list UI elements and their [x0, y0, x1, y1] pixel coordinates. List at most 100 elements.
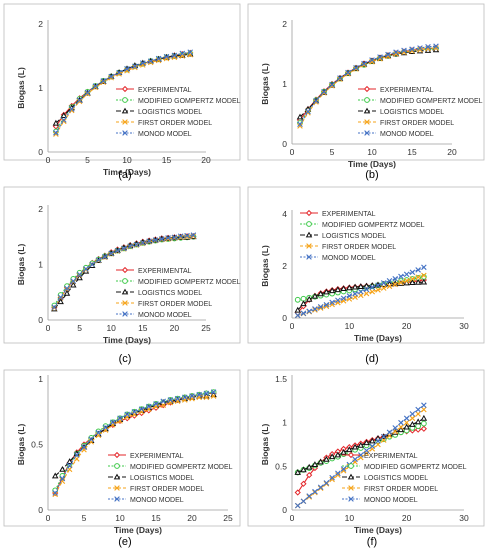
legend-marker	[347, 451, 355, 459]
data-point	[369, 443, 376, 450]
x-tick-label: 5	[85, 155, 90, 165]
x-tick-label: 15	[407, 147, 417, 157]
data-point	[83, 266, 89, 272]
data-point	[340, 448, 347, 455]
data-point	[146, 403, 152, 410]
data-point	[352, 291, 358, 297]
legend-marker	[113, 473, 121, 480]
data-point	[311, 292, 319, 299]
data-point	[76, 271, 83, 278]
x-tick-label: 30	[459, 513, 469, 523]
data-point	[335, 297, 341, 304]
x-tick-label: 5	[330, 147, 335, 157]
data-point	[363, 286, 370, 293]
x-tick-label: 30	[459, 321, 469, 331]
data-point	[358, 452, 364, 458]
panel-label: (a)	[118, 169, 131, 181]
data-point	[61, 117, 67, 123]
data-point	[70, 278, 77, 284]
data-point	[133, 241, 140, 248]
data-point	[353, 65, 359, 71]
x-tick-label: 0	[290, 513, 295, 523]
data-point	[421, 264, 427, 271]
data-point	[340, 295, 347, 302]
data-point	[294, 489, 301, 496]
legend-marker	[347, 473, 355, 480]
data-point	[386, 429, 393, 436]
legend-label: MONOD MODEL	[380, 131, 434, 138]
data-point	[294, 306, 301, 313]
legend-label: FIRST ORDER MODEL	[364, 486, 438, 493]
legend-marker	[305, 231, 313, 238]
data-point	[415, 274, 421, 280]
data-point	[52, 490, 58, 496]
data-point	[357, 283, 365, 289]
data-point	[380, 285, 387, 291]
legend-marker	[113, 451, 121, 459]
data-point	[334, 451, 342, 458]
data-point	[409, 46, 415, 52]
y-tick-label: 2	[282, 19, 287, 29]
x-tick-label: 20	[201, 155, 211, 165]
x-tick-label: 20	[187, 513, 197, 523]
data-point	[312, 307, 318, 313]
data-point	[305, 463, 313, 470]
data-point	[158, 236, 165, 242]
x-tick-label: 25	[223, 513, 233, 523]
data-point	[70, 281, 77, 288]
data-point	[403, 423, 410, 430]
legend-marker	[114, 463, 120, 469]
data-point	[380, 280, 387, 286]
data-point	[132, 64, 138, 71]
y-tick-label: 2	[38, 204, 43, 214]
y-axis-title: Biogas (L)	[16, 67, 26, 109]
data-point	[323, 481, 330, 487]
data-point	[329, 476, 335, 483]
data-point	[51, 472, 59, 479]
x-tick-label: 20	[170, 323, 180, 333]
x-axis-title: Time (Days)	[348, 159, 396, 169]
data-point	[294, 296, 301, 303]
data-point	[421, 402, 427, 408]
y-axis-title: Biogas (L)	[260, 63, 270, 105]
data-point	[398, 419, 404, 426]
data-point	[420, 420, 427, 427]
data-point	[59, 465, 66, 472]
legend-label: MODIFIED GOMPERTZ MODEL	[130, 464, 233, 471]
data-point	[409, 269, 416, 276]
legend-marker	[363, 85, 371, 93]
data-point	[409, 420, 416, 427]
data-point	[340, 466, 347, 472]
legend-marker	[364, 119, 370, 125]
data-point	[321, 90, 327, 96]
chart-frame	[3, 3, 241, 161]
legend-label: FIRST ORDER MODEL	[322, 244, 396, 251]
data-point	[81, 444, 87, 450]
data-point	[108, 250, 114, 257]
data-point	[74, 452, 80, 458]
data-point	[300, 300, 307, 307]
data-point	[187, 49, 193, 55]
data-point	[305, 108, 311, 115]
series-line	[299, 45, 437, 125]
data-point	[317, 484, 324, 491]
data-point	[95, 429, 102, 436]
legend-label: MODIFIED GOMPERTZ MODEL	[364, 464, 467, 471]
data-point	[66, 462, 73, 469]
chart-panel: 0 10 20 30 0 0.5 1 1.5 Time (Days) Biogas (L) EXPE…	[247, 369, 485, 535]
legend-marker	[348, 463, 354, 469]
data-point	[340, 285, 347, 292]
data-point	[52, 119, 60, 126]
data-point	[346, 284, 353, 291]
x-tick-label: 15	[138, 323, 148, 333]
x-tick-label: 20	[402, 513, 412, 523]
legend-marker	[363, 107, 371, 114]
data-point	[63, 289, 71, 296]
data-point	[100, 78, 107, 84]
legend-label: LOGISTICS MODEL	[138, 290, 202, 297]
legend-label: EXPERIMENTAL	[380, 87, 434, 94]
x-tick-label: 0	[46, 155, 51, 165]
x-tick-label: 20	[447, 147, 457, 157]
data-point	[403, 278, 410, 284]
legend-label: LOGISTICS MODEL	[138, 109, 202, 116]
